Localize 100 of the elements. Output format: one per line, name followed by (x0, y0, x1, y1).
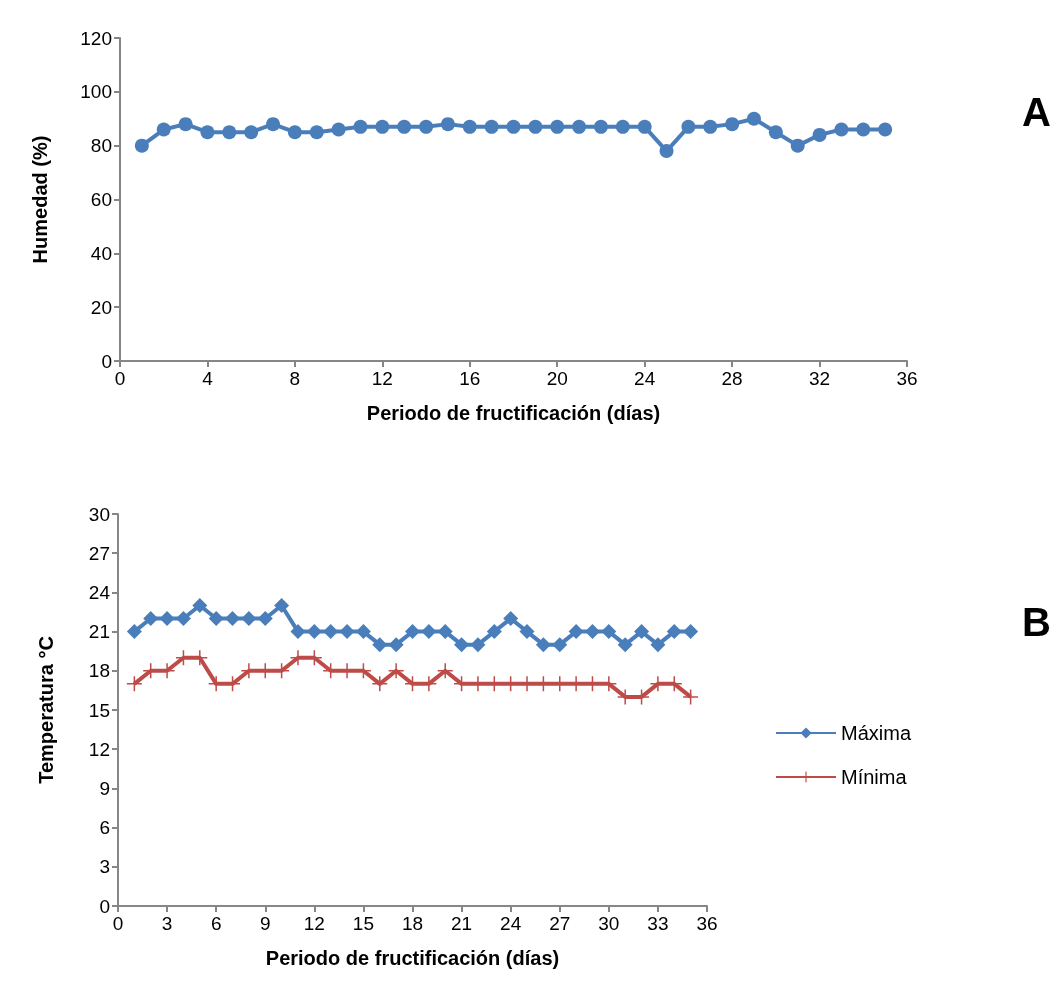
point (331, 122, 346, 137)
point (405, 624, 420, 640)
y-axis-title: Humedad (%) (29, 135, 51, 264)
x-tick-label: 20 (546, 368, 568, 389)
point (375, 119, 390, 134)
point (528, 119, 543, 134)
point (878, 122, 893, 137)
x-tick-label: 32 (808, 368, 831, 389)
y-tick-label: 9 (99, 777, 110, 799)
point (208, 611, 224, 627)
point (353, 119, 368, 134)
point (550, 119, 565, 134)
text: A (1022, 90, 1051, 134)
point (287, 125, 302, 140)
x-tick-label: 15 (352, 913, 374, 934)
point (309, 125, 324, 140)
point (156, 122, 171, 137)
x-tick-label: 9 (259, 913, 271, 934)
x-tick-label: 6 (210, 913, 222, 934)
point (126, 676, 142, 692)
point (584, 624, 600, 640)
y-tick-label: 80 (90, 135, 112, 157)
x-tick-label: 24 (500, 913, 522, 934)
point (421, 624, 437, 640)
y-tick-label: 18 (88, 660, 110, 682)
point (372, 676, 388, 692)
point (572, 119, 587, 134)
point (462, 119, 477, 134)
point (637, 119, 652, 134)
x-tick-label: 12 (371, 368, 393, 389)
x-tick-label: 28 (721, 368, 743, 389)
point (683, 624, 699, 640)
y-tick-label: 120 (80, 27, 112, 49)
point (175, 611, 191, 627)
point (437, 663, 453, 679)
x-tick-label: 18 (401, 913, 424, 934)
point (274, 597, 290, 613)
x-tick-label: 12 (303, 913, 325, 934)
x-tick-label: 0 (114, 368, 126, 389)
y-tick-label: 15 (88, 699, 110, 721)
x-tick-label: 24 (634, 368, 656, 389)
x-tick-label: 4 (202, 368, 214, 389)
y-tick-label: 27 (88, 542, 110, 564)
legend-label: Mínima (841, 766, 908, 788)
x-tick-label: 27 (549, 913, 571, 934)
point (486, 624, 502, 640)
point (634, 624, 650, 640)
point (812, 127, 827, 142)
y-tick-label: 100 (80, 81, 112, 103)
point (768, 125, 783, 140)
point (241, 611, 257, 627)
point (725, 117, 740, 132)
y-tick-label: 20 (90, 296, 112, 318)
point (126, 624, 142, 640)
x-tick-label: 33 (647, 913, 669, 934)
x-axis-title: Periodo de fructificación (días) (366, 402, 661, 424)
point (419, 119, 434, 134)
point (834, 122, 849, 137)
x-tick-label: 16 (459, 368, 481, 389)
point (244, 125, 259, 140)
point (290, 624, 306, 640)
point (159, 611, 175, 627)
point (601, 624, 617, 640)
point (666, 624, 682, 640)
point (519, 624, 535, 640)
point (552, 637, 568, 653)
point (454, 637, 470, 653)
y-tick-label: 60 (90, 189, 112, 210)
legend-label: Máxima (841, 722, 912, 744)
point (388, 637, 404, 653)
point (440, 117, 455, 132)
y-tick-label: 6 (99, 817, 110, 839)
point (397, 119, 412, 134)
y-tick-label: 40 (90, 242, 112, 264)
x-axis-title: Periodo de fructificación (días) (265, 947, 560, 969)
point (339, 624, 355, 640)
y-axis-title: Temperatura °C (35, 636, 57, 784)
x-tick-label: 3 (161, 913, 173, 934)
point (437, 624, 453, 640)
point (746, 111, 761, 126)
point (306, 624, 322, 640)
y-tick-label: 24 (88, 581, 111, 603)
point (535, 637, 551, 653)
point (257, 611, 273, 627)
y-tick-label: 30 (88, 503, 110, 525)
point (225, 611, 241, 627)
point (222, 125, 237, 140)
x-tick-label: 36 (896, 368, 918, 389)
point (593, 119, 608, 134)
point (503, 611, 519, 627)
point (372, 637, 388, 653)
point (470, 637, 486, 653)
point (856, 122, 871, 137)
point (178, 117, 193, 132)
y-tick-label: 21 (88, 621, 110, 643)
x-tick-label: 30 (598, 913, 620, 934)
point (484, 119, 499, 134)
point (266, 117, 281, 132)
point (192, 597, 208, 613)
point (388, 663, 404, 679)
